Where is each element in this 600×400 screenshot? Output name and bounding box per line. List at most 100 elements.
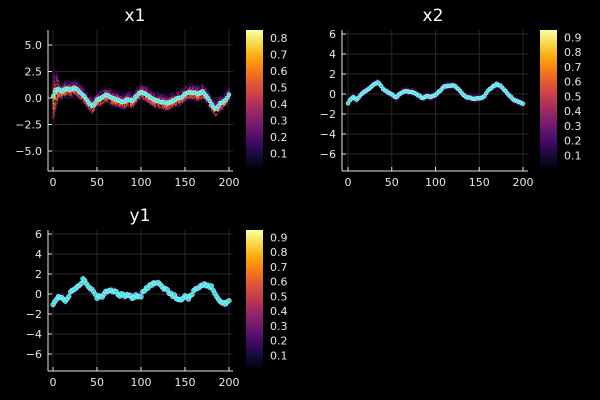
heatmap-cell <box>85 101 87 104</box>
heatmap-cell <box>367 85 369 88</box>
heatmap-cell <box>219 94 221 97</box>
heatmap-cell <box>55 76 57 79</box>
heatmap-cell <box>180 91 182 94</box>
heatmap-cell <box>144 97 146 101</box>
heatmap-cell <box>395 99 397 102</box>
heatmap-cell <box>109 90 111 93</box>
heatmap-cell <box>403 87 405 90</box>
heatmap-cell <box>70 84 72 87</box>
heatmap-cell <box>444 82 446 85</box>
heatmap-cell <box>141 83 143 86</box>
subplot-title: x2 <box>423 6 444 26</box>
y-tick-label: 6 <box>329 28 336 41</box>
heatmap-cell <box>154 91 156 94</box>
heatmap-cell <box>141 87 143 90</box>
heatmap-cell <box>101 101 104 105</box>
heatmap-cell <box>411 93 413 96</box>
heatmap-cell <box>165 291 167 294</box>
scatter-markers <box>50 276 232 308</box>
heatmap-cell <box>134 93 136 96</box>
heatmap-cell <box>56 92 58 96</box>
heatmap-cell <box>425 98 427 101</box>
heatmap-cell <box>84 92 86 95</box>
heatmap-cell <box>225 105 228 108</box>
heatmap-cell <box>505 87 507 90</box>
heatmap-cell <box>143 293 145 296</box>
heatmap-cell <box>413 88 415 91</box>
heatmap-cell <box>80 96 82 99</box>
heatmap-cell <box>132 95 134 98</box>
heatmap-cell <box>56 92 59 95</box>
heatmap-cell <box>405 87 407 90</box>
heatmap-cell <box>189 86 192 90</box>
heatmap-cell <box>161 104 163 107</box>
heatmap-cell <box>187 97 189 100</box>
y-tick-label: 0 <box>35 288 42 301</box>
heatmap-cell <box>215 100 217 104</box>
heatmap-cell <box>352 93 354 96</box>
heatmap-cell <box>162 95 164 98</box>
heatmap-cell <box>95 92 97 95</box>
heatmap-cell <box>85 104 87 108</box>
heatmap-cell <box>109 103 111 106</box>
heatmap-cell <box>159 92 161 95</box>
heatmap-cell <box>141 85 143 88</box>
heatmap-cell <box>93 107 95 111</box>
heatmap-cell <box>437 94 439 97</box>
heatmap-cell <box>136 87 138 90</box>
heatmap-cell <box>115 90 118 93</box>
heatmap-cell <box>130 103 133 106</box>
heatmap-cell <box>177 99 179 102</box>
heatmap-cell <box>93 99 96 102</box>
heatmap-cell <box>181 91 184 94</box>
heatmap-cell <box>477 99 480 102</box>
heatmap-cell <box>135 90 137 93</box>
heatmap-cell <box>144 86 146 89</box>
heatmap-cell <box>52 101 54 105</box>
heatmap-cell <box>521 99 523 102</box>
heatmap-cell <box>165 105 167 108</box>
heatmap-cell <box>80 97 82 101</box>
heatmap-cell <box>474 95 476 98</box>
heatmap-cell <box>500 82 502 85</box>
colorbar-tick-label: 0.2 <box>270 335 288 348</box>
heatmap-cell <box>127 105 129 108</box>
heatmap-cell <box>219 96 221 99</box>
heatmap-cell <box>225 305 227 308</box>
heatmap-cell <box>132 104 134 107</box>
heatmap-cell <box>122 106 125 110</box>
heatmap-cell <box>100 89 103 92</box>
heatmap-cell <box>61 94 63 97</box>
heatmap-cell <box>160 98 162 102</box>
scatter-markers <box>50 85 232 111</box>
heatmap-cell <box>139 292 141 295</box>
heatmap-cell <box>71 82 73 85</box>
heatmap-cell <box>453 87 455 90</box>
heatmap-cell <box>434 91 436 94</box>
heatmap-cell <box>125 93 127 96</box>
heatmap-cell <box>142 95 144 98</box>
heatmap-cell <box>440 91 442 94</box>
heatmap-cell <box>164 107 166 110</box>
heatmap-cell <box>102 89 104 93</box>
heatmap-cell <box>84 103 86 106</box>
heatmap-cell <box>179 295 181 298</box>
heatmap-cell <box>138 84 140 87</box>
heatmap-cell <box>200 95 202 98</box>
heatmap-cell <box>87 106 89 110</box>
heatmap-cell <box>363 88 365 91</box>
heatmap-cell <box>95 96 97 99</box>
heatmap-cell <box>78 83 80 87</box>
heatmap-cell <box>407 93 410 96</box>
heatmap-cell <box>192 85 194 88</box>
heatmap-cell <box>163 105 165 108</box>
heatmap-cell <box>200 85 202 88</box>
heatmap-cell <box>103 100 105 103</box>
heatmap-cell <box>429 98 431 101</box>
heatmap-cell <box>467 93 469 96</box>
heatmap-cell <box>202 86 204 89</box>
heatmap-cell <box>189 83 192 86</box>
heatmap-cell <box>204 87 206 91</box>
heatmap-cell <box>145 85 148 88</box>
heatmap-cell <box>136 90 138 94</box>
